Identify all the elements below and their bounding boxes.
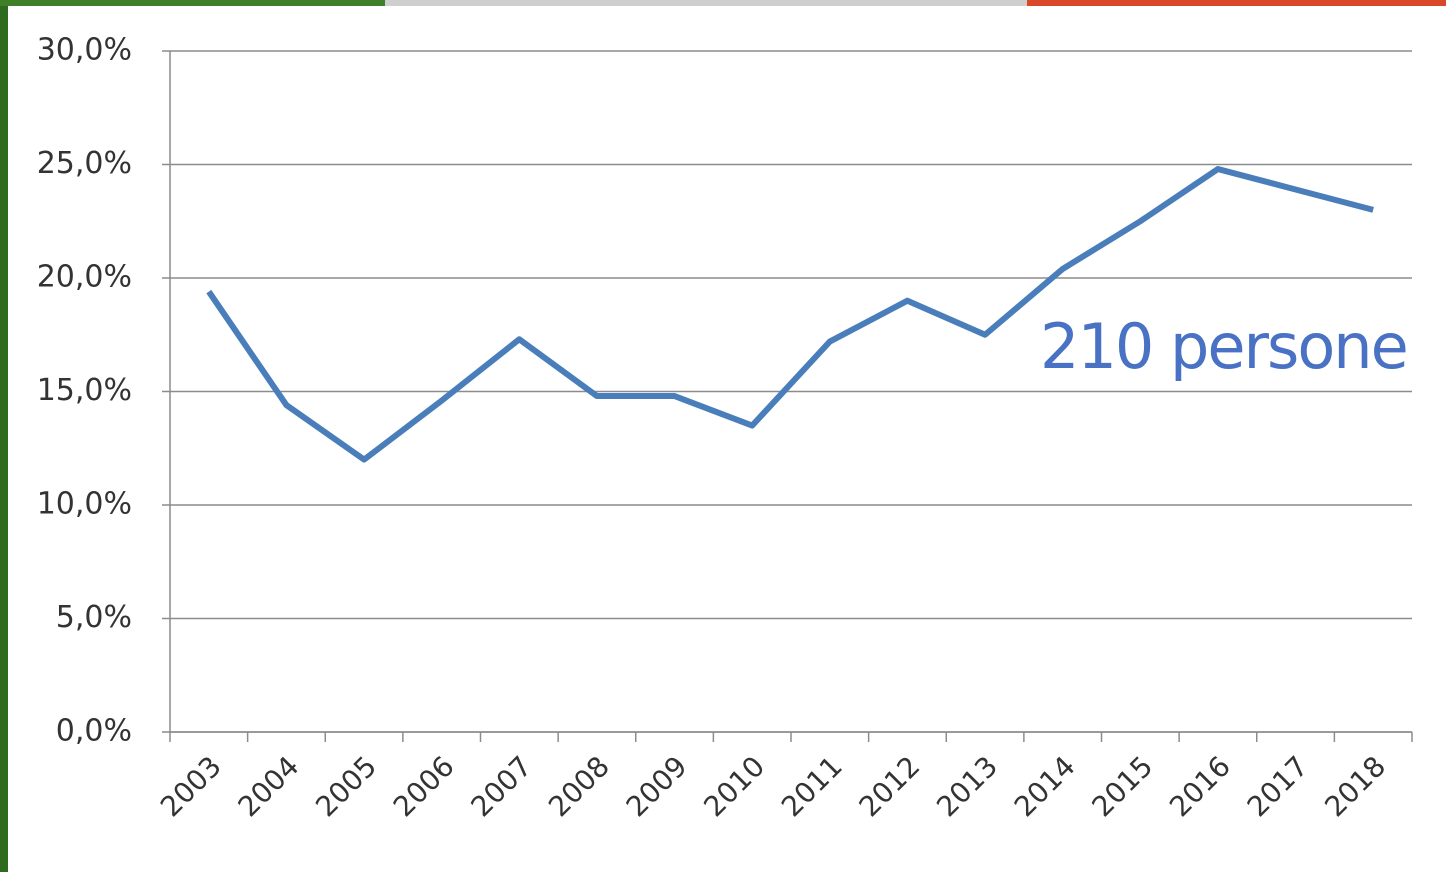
y-tick-label: 20,0% <box>37 260 132 295</box>
y-tick-label: 30,0% <box>37 33 132 68</box>
annotation: 210 persone <box>1040 310 1407 383</box>
y-tick-label: 5,0% <box>56 600 132 635</box>
top-white <box>385 0 1027 6</box>
top-green <box>0 0 385 6</box>
y-tick-label: 10,0% <box>37 487 132 522</box>
y-tick-label: 15,0% <box>37 373 132 408</box>
y-tick-label: 0,0% <box>56 714 132 749</box>
data-line <box>206 166 1374 463</box>
y-tick-label: 25,0% <box>37 146 132 181</box>
top-red <box>1027 0 1446 6</box>
left-border <box>0 0 8 872</box>
